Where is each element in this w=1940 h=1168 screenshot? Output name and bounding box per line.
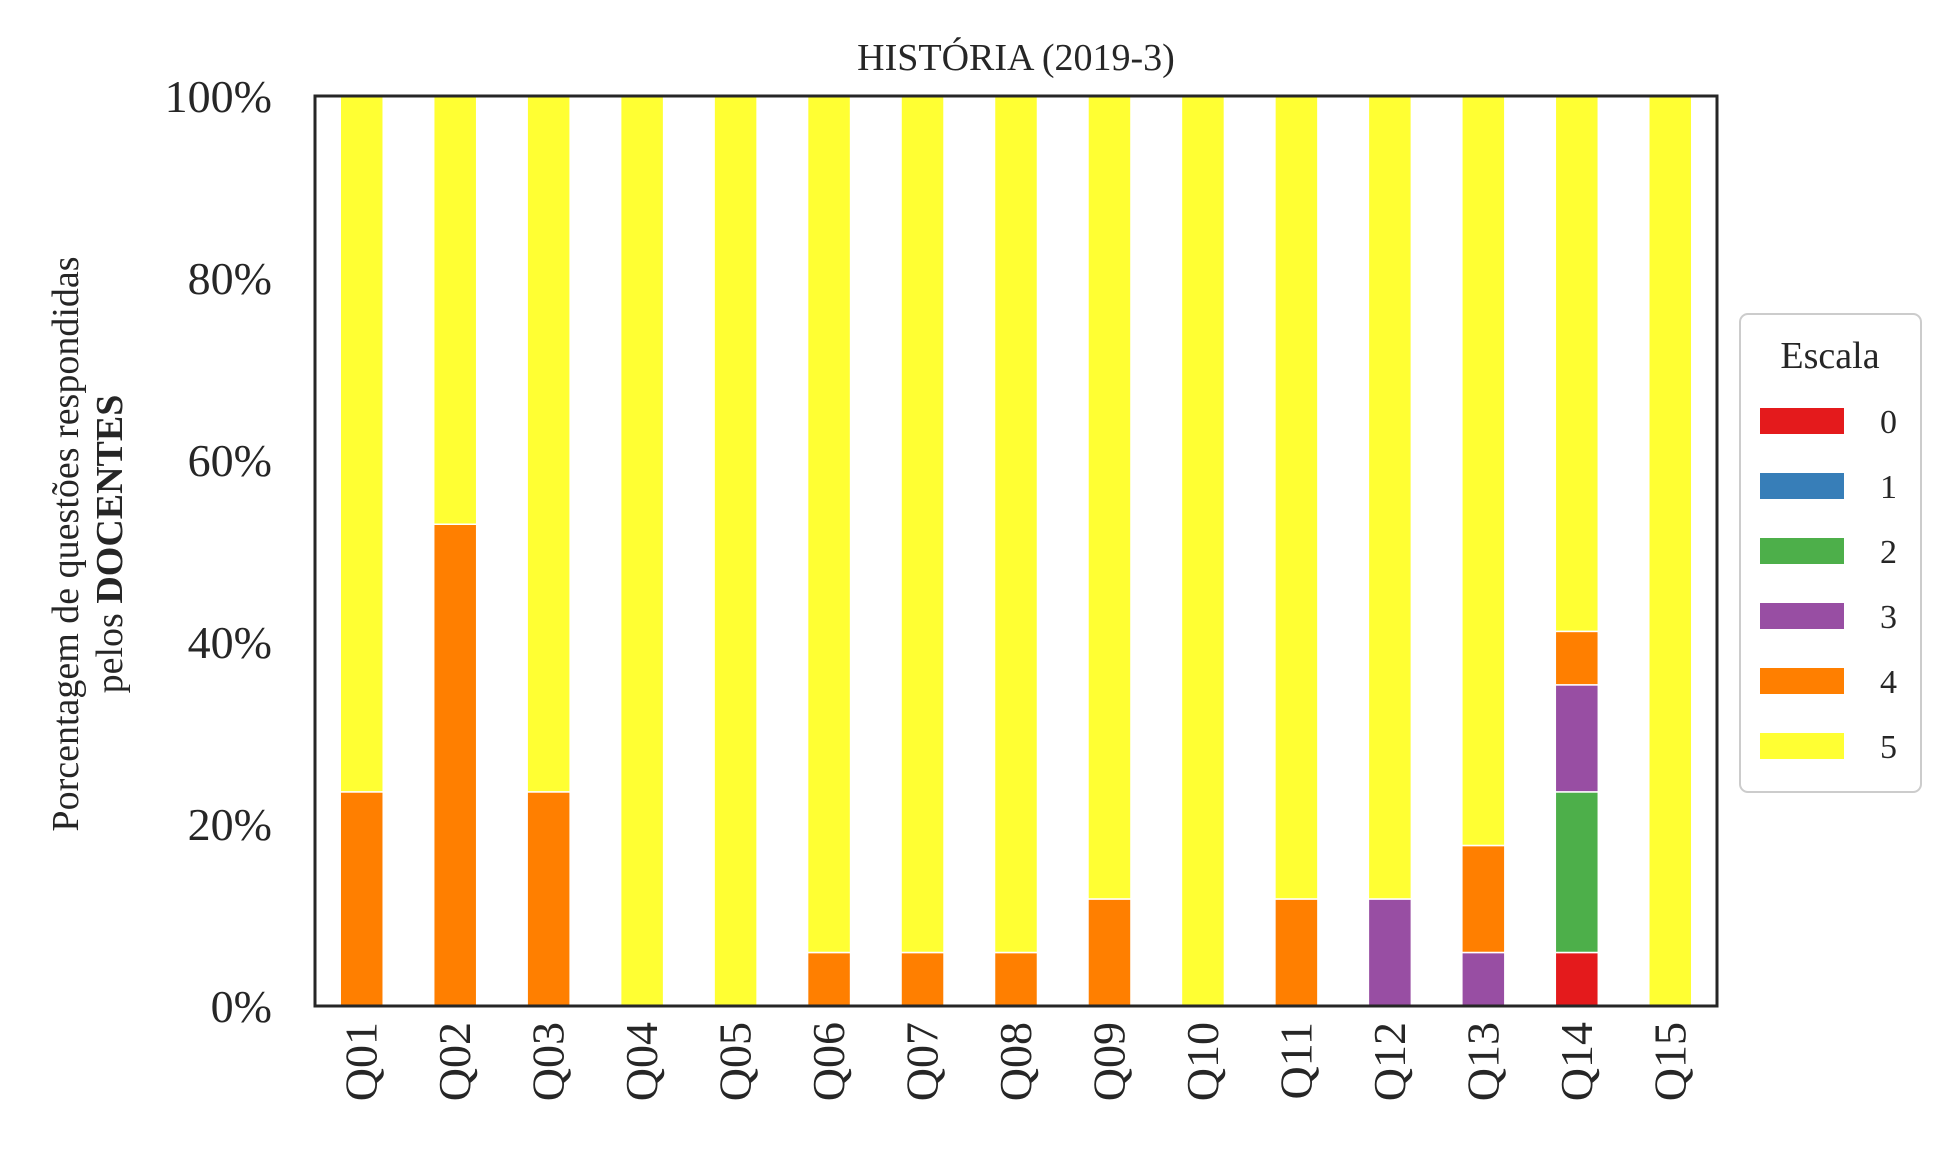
bar-Q06-scale-4	[806, 951, 852, 1007]
y-tick-label: 40%	[188, 617, 272, 668]
bar-Q07-scale-5	[900, 95, 945, 954]
y-axis-label-bold: DOCENTES	[89, 395, 131, 604]
y-ticks-group: 0% 20% 40% 60% 80% 100%	[165, 71, 272, 1032]
x-tick-label: Q14	[1551, 1022, 1602, 1101]
x-tick-label: Q02	[429, 1022, 480, 1101]
legend-label-0: 0	[1880, 404, 1897, 441]
legend-label-4: 4	[1880, 664, 1897, 701]
bar-Q14-scale-5	[1554, 95, 1600, 633]
bar-Q03-scale-5	[526, 95, 571, 793]
bar-Q14-scale-3	[1554, 684, 1600, 793]
y-tick-label: 20%	[188, 799, 272, 850]
plot-frame	[313, 94, 1719, 1008]
bar-Q03-scale-4	[526, 791, 571, 1007]
bar-Q04-scale-5	[619, 95, 665, 1007]
bar-Q13-scale-4	[1461, 844, 1506, 954]
y-axis-label: Porcentagem de questões respondidas pelo…	[45, 256, 131, 831]
y-tick-label: 80%	[188, 253, 272, 304]
legend-label-3: 3	[1880, 599, 1897, 636]
x-tick-label: Q13	[1457, 1022, 1508, 1101]
bar-Q14-scale-4	[1554, 630, 1600, 686]
y-tick-label: 0%	[211, 981, 272, 1032]
legend: Escala 0 1 2 3 4 5	[1739, 313, 1922, 793]
legend-swatch-3	[1760, 603, 1844, 629]
bar-Q09-scale-5	[1087, 95, 1132, 900]
legend-label-5: 5	[1880, 729, 1897, 766]
legend-label-2: 2	[1880, 534, 1897, 571]
y-axis-label-prefix: pelos	[89, 604, 131, 694]
bar-Q07-scale-4	[900, 951, 945, 1007]
legend-swatch-4	[1760, 668, 1844, 694]
bar-Q15-scale-5	[1648, 95, 1693, 1007]
x-tick-label: Q11	[1270, 1022, 1321, 1100]
legend-label-1: 1	[1880, 469, 1897, 506]
x-tick-label: Q03	[523, 1022, 574, 1101]
x-tick-label: Q06	[803, 1022, 854, 1101]
x-tick-label: Q07	[897, 1022, 948, 1101]
y-axis-label-line2: pelos DOCENTES	[89, 395, 131, 694]
bar-Q13-scale-5	[1461, 95, 1506, 847]
x-tick-label: Q05	[710, 1022, 761, 1101]
bar-Q08-scale-4	[993, 951, 1039, 1007]
bar-Q01-scale-4	[339, 791, 384, 1007]
bar-Q12-scale-3	[1367, 898, 1413, 1007]
x-tick-label: Q04	[616, 1022, 667, 1101]
bar-Q01-scale-5	[339, 95, 384, 793]
x-tick-label: Q01	[336, 1022, 387, 1101]
bar-Q12-scale-5	[1367, 95, 1413, 900]
x-tick-label: Q09	[1083, 1022, 1134, 1101]
bar-Q09-scale-4	[1087, 898, 1132, 1007]
legend-swatch-0	[1760, 408, 1844, 434]
chart-title: HISTÓRIA (2019-3)	[857, 37, 1175, 79]
bar-Q02-scale-5	[432, 95, 478, 525]
bar-Q11-scale-4	[1274, 898, 1319, 1007]
bar-Q13-scale-3	[1461, 951, 1506, 1007]
bars-group	[339, 95, 1693, 1007]
x-tick-label: Q08	[990, 1022, 1041, 1101]
y-axis-label-line1: Porcentagem de questões respondidas	[45, 256, 87, 831]
bar-Q08-scale-5	[993, 95, 1039, 954]
legend-swatch-5	[1760, 733, 1844, 759]
bar-Q14-scale-0	[1554, 951, 1600, 1007]
bar-Q05-scale-5	[713, 95, 758, 1007]
bar-Q02-scale-4	[432, 523, 478, 1007]
x-tick-label: Q15	[1644, 1022, 1695, 1101]
y-tick-label: 100%	[165, 71, 272, 122]
legend-swatch-2	[1760, 538, 1844, 564]
y-tick-label: 60%	[188, 435, 272, 486]
legend-swatch-1	[1760, 473, 1844, 499]
bar-Q14-scale-2	[1554, 791, 1600, 954]
bar-Q10-scale-5	[1180, 95, 1226, 1007]
x-tick-label: Q10	[1177, 1022, 1228, 1101]
x-tick-label: Q12	[1364, 1022, 1415, 1101]
x-ticks-group: Q01 Q02 Q03 Q04 Q05 Q06 Q07 Q08 Q09 Q10 Q11 Q12 Q13 Q…	[336, 1022, 1696, 1101]
bar-Q06-scale-5	[806, 95, 852, 954]
legend-title: Escala	[1780, 335, 1879, 377]
bar-Q11-scale-5	[1274, 95, 1319, 900]
